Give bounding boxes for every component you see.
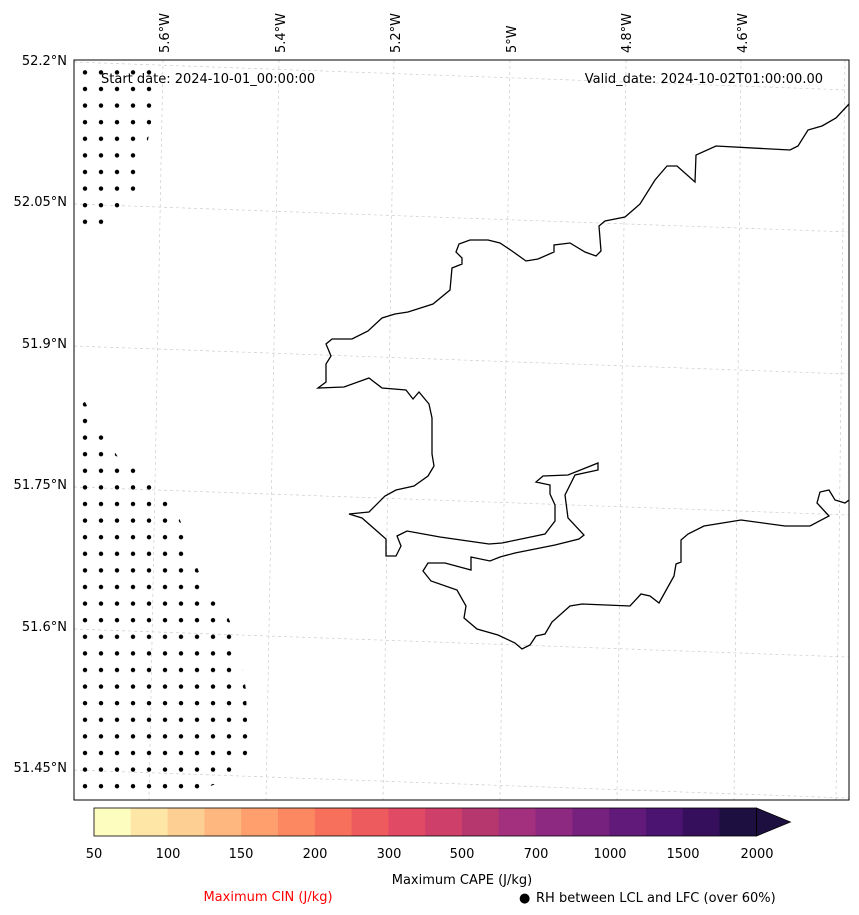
lat-label: 51.9°N	[22, 337, 67, 352]
colorbar-tick-label: 100	[156, 847, 181, 862]
lon-label: 4.6°W	[736, 13, 751, 53]
colorbar-swatch	[572, 808, 610, 836]
colorbar-tick-label: 2000	[740, 847, 773, 862]
colorbar-tick-label: 50	[86, 847, 103, 862]
colorbar-swatch	[130, 808, 169, 836]
colorbar-tick-label: 1000	[593, 847, 626, 862]
colorbar-swatch	[535, 808, 573, 836]
colorbar-swatch	[682, 808, 721, 836]
colorbar-swatch	[646, 808, 684, 836]
rh-legend-label: RH between LCL and LFC (over 60%)	[536, 891, 776, 906]
colorbar-tick-label: 700	[524, 847, 549, 862]
colorbar-swatch	[94, 808, 132, 836]
longitude-labels: 5.6°W 5.4°W 5.2°W 5°W 4.8°W 4.6°W	[158, 13, 751, 53]
lat-label: 51.75°N	[14, 478, 67, 493]
colorbar-extend-arrow	[756, 807, 792, 837]
lon-label: 4.8°W	[620, 13, 635, 53]
colorbar-tick-label: 500	[450, 847, 475, 862]
colorbar-swatch	[609, 808, 647, 836]
colorbar-ticks: 50 100 150 200 300 500 700 1000 1500 200…	[86, 847, 774, 862]
lat-label: 52.05°N	[14, 195, 67, 210]
colorbar-swatch	[719, 808, 757, 836]
colorbar-title: Maximum CAPE (J/kg)	[392, 873, 532, 888]
valid-date-label: Valid_date: 2024-10-02T01:00:00.00	[585, 72, 823, 87]
colorbar-swatch	[241, 808, 279, 836]
colorbar-tick-label: 200	[303, 847, 328, 862]
colorbar-tick-label: 300	[377, 847, 402, 862]
lon-label: 5.4°W	[274, 13, 289, 53]
latitude-labels: 52.2°N 52.05°N 51.9°N 51.75°N 51.6°N 51.…	[14, 54, 67, 776]
colorbar-swatch	[167, 808, 205, 836]
lat-label: 51.45°N	[14, 761, 67, 776]
lat-label: 51.6°N	[22, 620, 67, 635]
lon-label: 5.6°W	[158, 13, 173, 53]
colorbar-swatch	[314, 808, 353, 836]
cin-legend-label: Maximum CIN (J/kg)	[203, 890, 332, 905]
colorbar-swatch	[425, 808, 463, 836]
colorbar-swatch	[462, 808, 500, 836]
colorbar-swatch	[204, 808, 242, 836]
colorbar-swatch	[278, 808, 316, 836]
coastline	[315, 103, 849, 650]
colorbar-swatch	[388, 808, 426, 836]
colorbar-swatch	[498, 808, 537, 836]
cape-colorbar	[93, 807, 792, 837]
colorbar-swatch	[351, 808, 389, 836]
rh-marker-icon: ●	[519, 891, 530, 906]
colorbar-frame	[93, 807, 757, 837]
lon-label: 5°W	[505, 25, 520, 53]
start-date-label: Start date: 2024-10-01_00:00:00	[101, 72, 315, 87]
lat-label: 52.2°N	[22, 54, 67, 69]
rh-hatching	[74, 60, 248, 800]
colorbar-tick-label: 150	[229, 847, 254, 862]
map-frame	[73, 59, 850, 801]
colorbar-tick-label: 1500	[666, 847, 699, 862]
lon-label: 5.2°W	[389, 13, 404, 53]
